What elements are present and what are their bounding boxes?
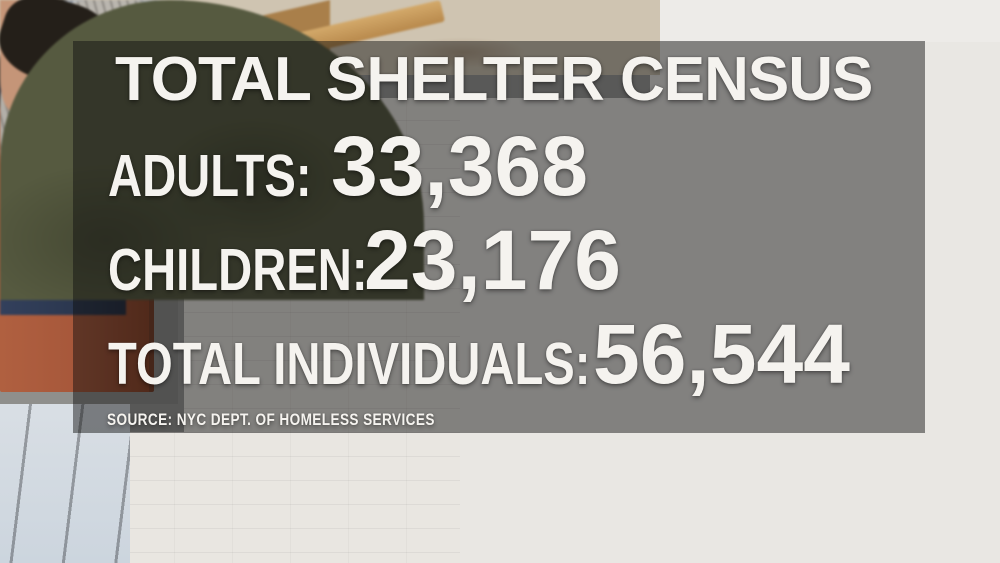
total-individuals-value: 56,544: [593, 307, 850, 401]
adults-value: 33,368: [331, 119, 588, 213]
graphic-title: TOTAL SHELTER CENSUS: [115, 45, 873, 114]
census-overlay-panel: TOTAL SHELTER CENSUS ADULTS: 33,368 CHIL…: [73, 41, 925, 433]
adults-label: ADULTS:: [108, 143, 312, 209]
children-label: CHILDREN:: [108, 237, 368, 303]
source-attribution: SOURCE: NYC DEPT. OF HOMELESS SERVICES: [107, 410, 435, 429]
children-value: 23,176: [364, 213, 621, 307]
total-individuals-label: TOTAL INDIVIDUALS:: [108, 331, 591, 397]
